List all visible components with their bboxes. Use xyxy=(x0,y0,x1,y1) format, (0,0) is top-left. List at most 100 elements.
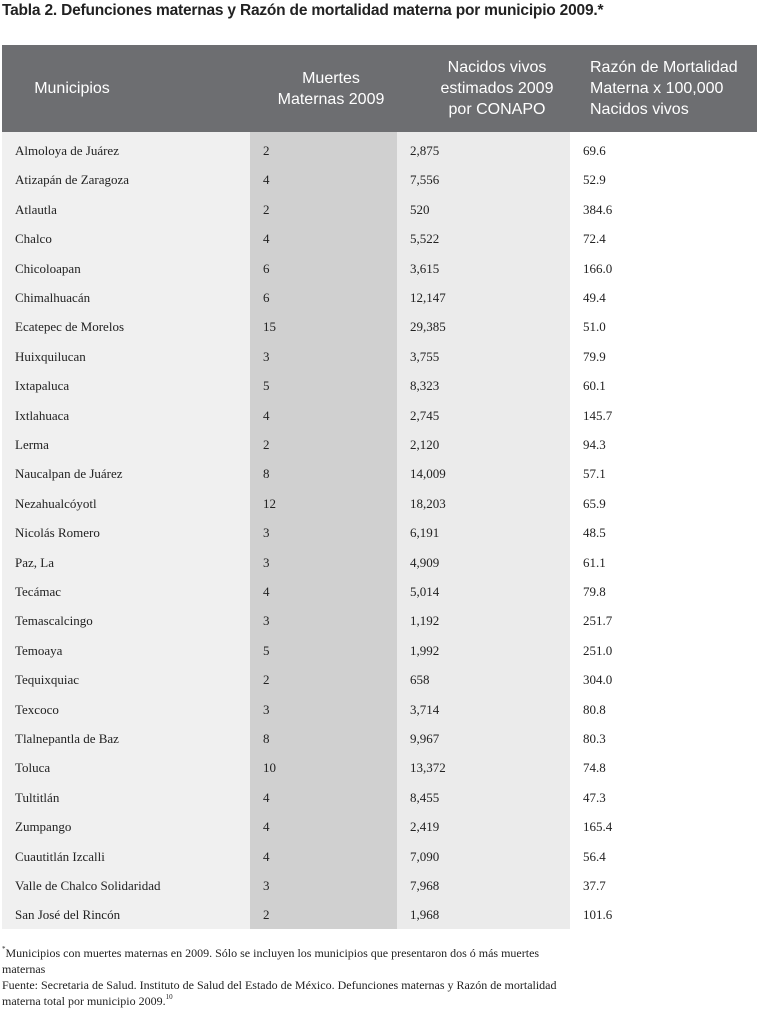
column-background xyxy=(570,132,757,929)
footnote: *Municipios con muertes maternas en 2009… xyxy=(2,945,582,977)
header-line: por CONAPO xyxy=(448,101,546,118)
header-line: estimados 2009 xyxy=(440,80,554,97)
table-cell: 8 xyxy=(263,466,270,482)
municipality: Temoaya xyxy=(15,642,63,658)
municipality: Naucalpan de Juárez xyxy=(15,466,123,482)
table-cell: 2 xyxy=(263,672,270,688)
table-cell: 49.4 xyxy=(583,290,606,305)
municipality: Toluca xyxy=(15,760,51,776)
table-cell: 1,192 xyxy=(410,613,440,629)
footnote-text: Municipios con muertes maternas en 2009.… xyxy=(2,946,540,976)
municipality: Almoloya de Juárez xyxy=(15,143,119,158)
municipality: Zumpango xyxy=(15,819,72,835)
table-cell: 6 xyxy=(263,260,270,276)
table-cell: 65.9 xyxy=(583,495,606,511)
table-cell: 29,385 xyxy=(410,319,446,335)
table-cell: 101.6 xyxy=(583,907,613,923)
table-cell: 51.0 xyxy=(583,319,606,335)
municipality: Tlalnepantla de Baz xyxy=(15,731,119,746)
table-cell: 2 xyxy=(263,143,270,158)
table-cell: 9,967 xyxy=(410,731,440,746)
municipality: Ixtapaluca xyxy=(15,378,70,394)
table-cell: 2,419 xyxy=(410,819,440,835)
header-line: Maternas 2009 xyxy=(277,90,385,108)
table-cell: 3,615 xyxy=(410,260,440,276)
table-cell: 60.1 xyxy=(583,378,606,394)
table-cell: 10 xyxy=(263,760,276,776)
table-cell: 61.1 xyxy=(583,554,606,570)
column-background xyxy=(2,132,250,929)
municipality: Tultitlán xyxy=(15,789,60,805)
header-line: Nacidos vivos xyxy=(447,59,547,76)
table-cell: 72.4 xyxy=(583,231,606,247)
column-background xyxy=(250,132,397,929)
column-header: Nacidos vivos estimados 2009 por CONAPO xyxy=(402,45,592,132)
municipality: Valle de Chalco Solidaridad xyxy=(15,878,161,893)
municipality: Ecatepec de Morelos xyxy=(15,319,125,335)
column-header: Razón de Mortalidad Materna x 100,000 Naci… xyxy=(590,45,757,132)
table-cell: 384.6 xyxy=(583,201,613,217)
municipality: Tequixquiac xyxy=(15,672,80,688)
table-cell: 165.4 xyxy=(583,819,613,835)
table-cell: 80.3 xyxy=(583,731,606,746)
table-cell: 5 xyxy=(263,378,270,394)
municipality: Temascalcingo xyxy=(15,613,93,629)
municipality: Texcoco xyxy=(15,701,59,717)
header-line: Nacidos vivos xyxy=(590,101,689,118)
table-cell: 69.6 xyxy=(583,143,606,158)
municipality: Chalco xyxy=(15,231,52,247)
table-cell: 6 xyxy=(263,290,270,305)
table-cell: 4 xyxy=(263,584,270,599)
municipality: Chimalhuacán xyxy=(15,290,91,305)
header-line: Municipios xyxy=(34,80,110,97)
table-cell: 3 xyxy=(263,613,270,629)
municipality: Atlautla xyxy=(15,201,57,217)
table-cell: 48.5 xyxy=(583,525,606,541)
table-cell: 14,009 xyxy=(410,466,446,482)
table-cell: 2 xyxy=(263,201,270,217)
header-line: Muertes xyxy=(302,69,360,87)
municipality: Chicoloapan xyxy=(15,260,81,276)
table-cell: 2,875 xyxy=(410,143,440,158)
table-cell: 13,372 xyxy=(410,760,446,776)
table-cell: 8,323 xyxy=(410,378,440,394)
table-cell: 3 xyxy=(263,348,270,364)
municipality: Huixquilucan xyxy=(15,348,86,364)
source: Fuente: Secretaria de Salud. Instituto d… xyxy=(2,977,582,1009)
table-cell: 2,745 xyxy=(410,407,440,423)
table-cell: 304.0 xyxy=(583,672,613,688)
table-cell: 79.9 xyxy=(583,348,606,364)
municipality: Paz, La xyxy=(15,554,54,570)
table-cell: 7,968 xyxy=(410,878,440,893)
table-cell: 7,090 xyxy=(410,848,440,864)
municipality: Nicolás Romero xyxy=(15,525,100,541)
table-cell: 2 xyxy=(263,907,270,923)
municipality: Cuautitlán Izcalli xyxy=(15,848,105,864)
table-cell: 47.3 xyxy=(583,789,606,805)
table-cell: 94.3 xyxy=(583,437,606,452)
table-cell: 4 xyxy=(263,848,270,864)
table-cell: 79.8 xyxy=(583,584,606,599)
table-cell: 52.9 xyxy=(583,172,606,188)
header-line: Razón de Mortalidad xyxy=(590,59,738,76)
municipality: Nezahualcóyotl xyxy=(15,495,97,511)
table-cell: 56.4 xyxy=(583,848,606,864)
table-cell: 5 xyxy=(263,642,270,658)
table-cell: 3 xyxy=(263,525,270,541)
table-cell: 57.1 xyxy=(583,466,606,482)
table-cell: 80.8 xyxy=(583,701,606,717)
table-cell: 3,755 xyxy=(410,348,440,364)
table-cell: 145.7 xyxy=(583,407,613,423)
footnote-mark: * xyxy=(2,945,6,953)
table-cell: 4 xyxy=(263,819,270,835)
table-cell: 8,455 xyxy=(410,789,440,805)
table-cell: 8 xyxy=(263,731,270,746)
table-cell: 251.0 xyxy=(583,642,613,658)
table-title: Tabla 2. Defunciones maternas y Razón de… xyxy=(2,2,604,19)
table-cell: 520 xyxy=(410,201,430,217)
table-cell: 18,203 xyxy=(410,495,446,511)
column-header: Muertes Maternas 2009 xyxy=(260,45,402,132)
footnotes: *Municipios con muertes maternas en 2009… xyxy=(2,945,582,1009)
table-cell: 166.0 xyxy=(583,260,613,276)
